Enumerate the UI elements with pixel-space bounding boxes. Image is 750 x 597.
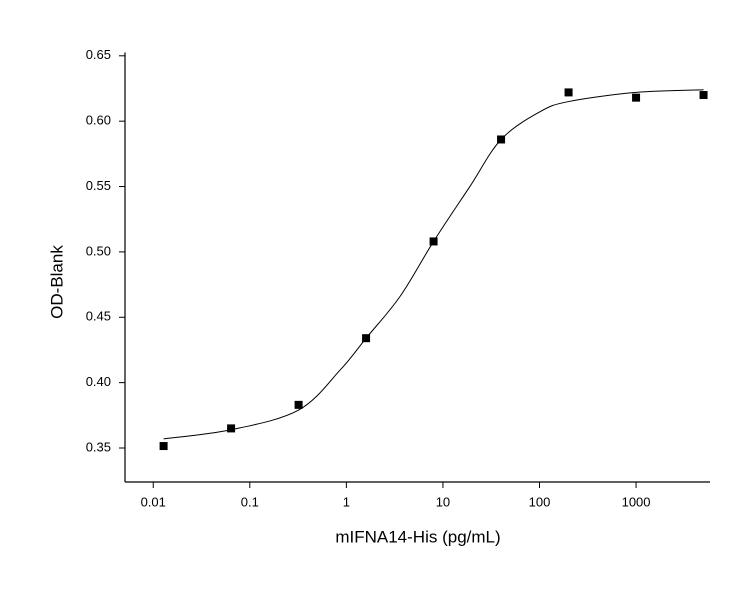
x-tick-label: 1 <box>343 494 350 509</box>
x-tick-label: 10 <box>436 494 450 509</box>
y-axis-title: OD-Blank <box>47 245 66 319</box>
data-point <box>294 400 303 409</box>
data-point <box>564 88 573 97</box>
y-tick-label: 0.55 <box>86 178 111 193</box>
data-point <box>227 424 236 433</box>
x-axis-title: mIFNA14-His (pg/mL) <box>335 527 500 546</box>
y-tick-label: 0.45 <box>86 309 111 324</box>
data-point <box>159 442 168 451</box>
x-tick-label: 100 <box>529 494 551 509</box>
y-tick-label: 0.65 <box>86 47 111 62</box>
y-tick-label: 0.60 <box>86 113 111 128</box>
y-tick-label: 0.35 <box>86 439 111 454</box>
x-tick-label: 1000 <box>622 494 651 509</box>
y-tick-label: 0.50 <box>86 243 111 258</box>
fit-curve <box>163 89 704 440</box>
x-tick-label: 0.1 <box>241 494 259 509</box>
y-tick-label: 0.40 <box>86 374 111 389</box>
x-tick-label: 0.01 <box>141 494 166 509</box>
data-point <box>699 91 708 100</box>
data-point <box>632 93 641 102</box>
